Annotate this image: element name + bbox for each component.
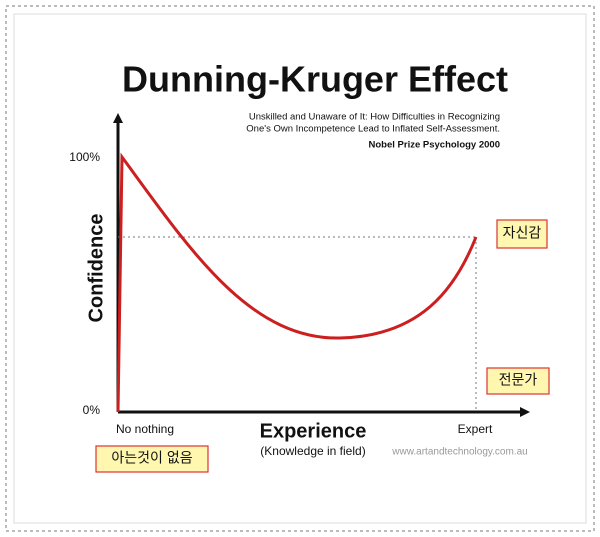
y-tick-label: 0%: [83, 403, 101, 417]
annotation-box: [496, 219, 548, 249]
x-axis-label: Experience: [260, 420, 367, 442]
x-start-label: No nothing: [116, 422, 174, 436]
curve: [116, 152, 478, 413]
annotation: 아는것이 없음: [111, 450, 192, 466]
frame: [5, 5, 595, 532]
subtitle: One's Own Incompetence Lead to Inflated …: [246, 124, 500, 135]
inner-frame: [13, 13, 587, 524]
subtitle: Unskilled and Unaware of It: How Difficu…: [249, 112, 500, 123]
annotation: 자신감: [503, 225, 542, 241]
watermark: www.artandtechnology.com.au: [391, 447, 527, 458]
credit: Nobel Prize Psychology 2000: [369, 140, 500, 151]
annotation: 전문가: [499, 372, 538, 388]
title: Dunning-Kruger Effect: [122, 59, 508, 100]
annotation-box: [95, 445, 209, 473]
y-axis-label: Confidence: [85, 214, 107, 323]
annotation-box: [486, 367, 550, 395]
x-end-label: Expert: [458, 422, 493, 436]
y-tick-label: 100%: [69, 150, 100, 164]
x-axis-sublabel: (Knowledge in field): [260, 444, 365, 458]
